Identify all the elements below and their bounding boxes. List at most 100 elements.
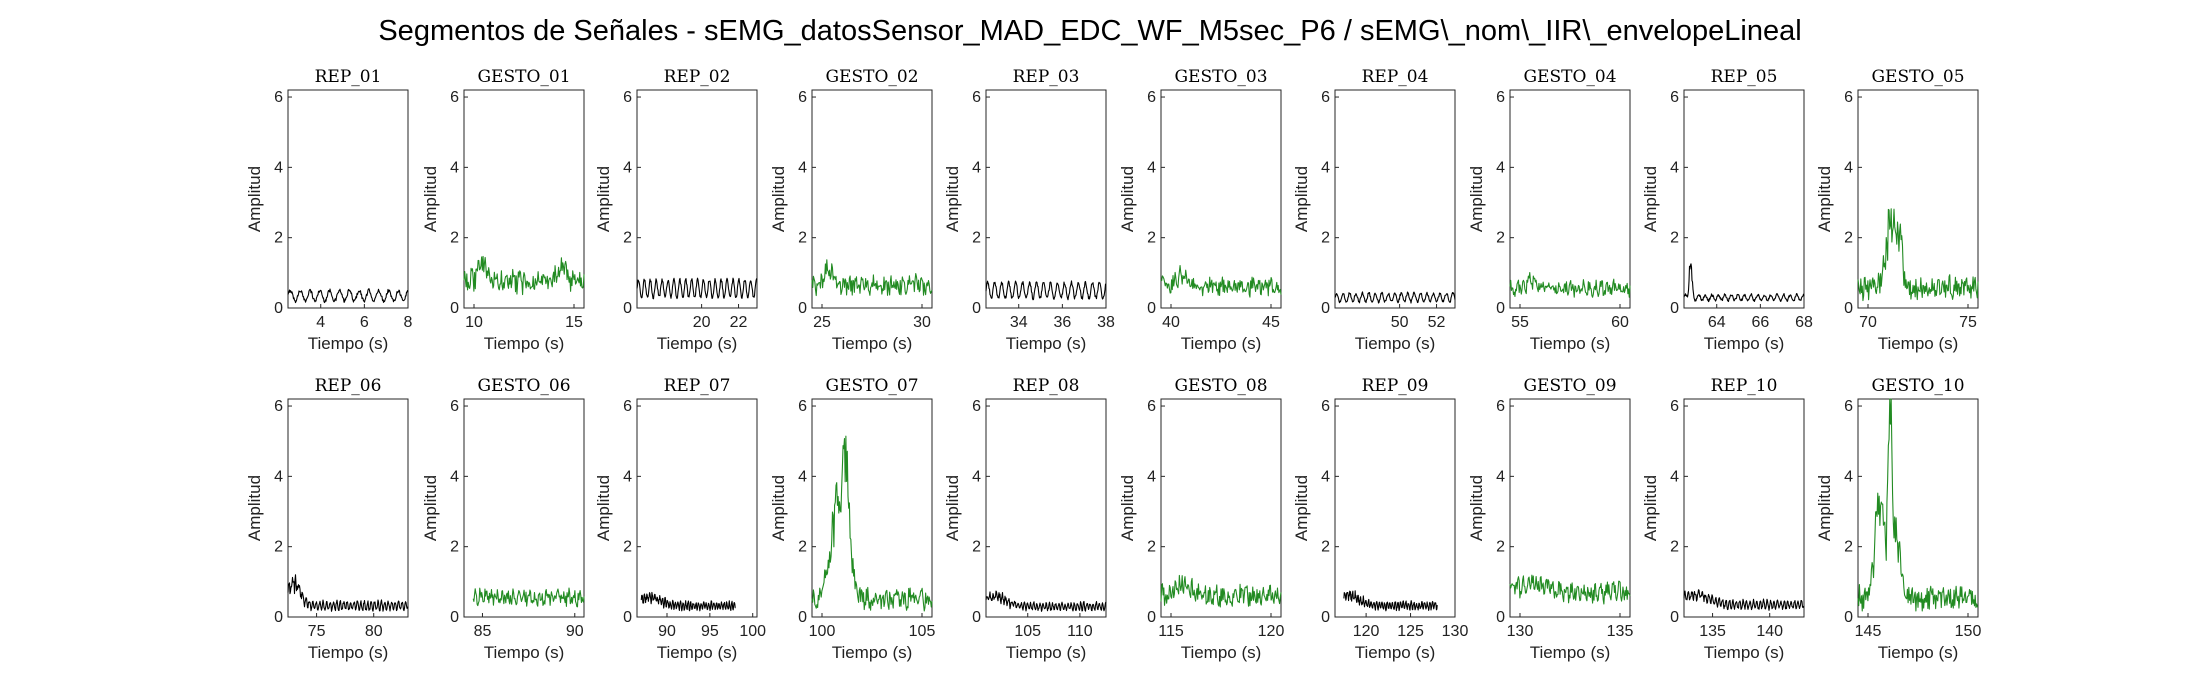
x-tick-label: 25 (813, 314, 831, 331)
y-tick-label: 6 (274, 89, 283, 106)
y-tick-label: 4 (450, 159, 459, 176)
y-tick-label: 0 (972, 609, 981, 626)
x-tick-label: 75 (308, 623, 326, 640)
y-axis-label: Amplitud (1641, 475, 1660, 541)
x-tick-label: 100 (809, 623, 836, 640)
y-tick-label: 2 (1147, 230, 1156, 247)
y-tick-label: 2 (1147, 539, 1156, 556)
series-line-rep (287, 574, 409, 612)
y-tick-label: 6 (450, 398, 459, 415)
x-tick-label: 125 (1397, 623, 1424, 640)
x-tick-label: 130 (1507, 623, 1534, 640)
y-axis-label: Amplitud (1118, 166, 1137, 232)
subplot-title: GESTO_01 (477, 67, 570, 87)
y-axis-label: Amplitud (1815, 166, 1834, 232)
y-tick-label: 2 (274, 539, 283, 556)
subplot-title: GESTO_02 (825, 67, 918, 87)
axes-box (287, 89, 409, 309)
x-tick-label: 20 (693, 314, 711, 331)
subplot-title: GESTO_08 (1174, 376, 1267, 396)
subplot-title: REP_01 (315, 67, 382, 87)
y-tick-label: 4 (1321, 468, 1330, 485)
subplot-title: GESTO_07 (825, 376, 918, 396)
axes-box (1334, 398, 1456, 618)
series-line-gesto (1509, 272, 1631, 298)
subplot-title: REP_10 (1711, 376, 1778, 396)
x-tick-label: 80 (365, 623, 383, 640)
y-tick-label: 2 (1321, 230, 1330, 247)
y-axis-label: Amplitud (594, 166, 613, 232)
y-tick-label: 4 (1844, 159, 1853, 176)
subplot-title: GESTO_03 (1174, 67, 1267, 87)
x-axis-label: Tiempo (s) (1181, 334, 1262, 353)
y-tick-label: 0 (1321, 300, 1330, 317)
y-tick-label: 4 (1496, 159, 1505, 176)
y-tick-label: 0 (1496, 609, 1505, 626)
y-tick-label: 6 (972, 89, 981, 106)
series-line-rep (1334, 291, 1456, 304)
subplot-title: REP_07 (664, 376, 731, 396)
figure-suptitle: Segmentos de Señales - sEMG_datosSensor_… (378, 15, 1801, 47)
y-tick-label: 6 (1496, 89, 1505, 106)
y-tick-label: 4 (450, 468, 459, 485)
y-tick-label: 2 (450, 230, 459, 247)
axes-box (1857, 398, 1979, 618)
x-axis-label: Tiempo (s) (1878, 334, 1959, 353)
subplot-title: REP_08 (1013, 376, 1080, 396)
series-line-rep (985, 280, 1107, 301)
axes-box (463, 398, 585, 618)
x-axis-label: Tiempo (s) (308, 334, 389, 353)
axes-box (811, 89, 933, 309)
y-tick-label: 2 (972, 539, 981, 556)
x-tick-label: 120 (1353, 623, 1380, 640)
x-tick-label: 75 (1959, 314, 1977, 331)
x-axis-label: Tiempo (s) (657, 334, 738, 353)
y-tick-label: 0 (1670, 609, 1679, 626)
y-tick-label: 4 (798, 468, 807, 485)
x-tick-label: 68 (1795, 314, 1813, 331)
x-tick-label: 60 (1611, 314, 1629, 331)
x-tick-label: 50 (1391, 314, 1409, 331)
y-tick-label: 2 (1496, 230, 1505, 247)
y-tick-label: 6 (623, 398, 632, 415)
series-line-rep (985, 590, 1107, 612)
y-tick-label: 2 (1670, 539, 1679, 556)
y-tick-label: 6 (798, 398, 807, 415)
y-axis-label: Amplitud (594, 475, 613, 541)
y-tick-label: 4 (1321, 159, 1330, 176)
x-tick-label: 115 (1158, 623, 1184, 640)
x-tick-label: 55 (1511, 314, 1529, 331)
y-tick-label: 6 (1147, 89, 1156, 106)
y-tick-label: 2 (1670, 230, 1679, 247)
axes-box (287, 398, 409, 618)
x-tick-label: 150 (1955, 623, 1982, 640)
series-line-gesto (1509, 574, 1631, 605)
x-axis-label: Tiempo (s) (1355, 643, 1436, 662)
x-axis-label: Tiempo (s) (1704, 643, 1785, 662)
y-tick-label: 2 (1844, 539, 1853, 556)
axes-box (985, 398, 1107, 618)
series-line-rep (636, 277, 758, 300)
series-line-gesto (1160, 265, 1282, 298)
y-tick-label: 4 (1844, 468, 1853, 485)
x-tick-label: 22 (730, 314, 748, 331)
y-tick-label: 6 (1321, 398, 1330, 415)
subplot-gesto-08: GESTO_08 0 2 4 6 115 120 Tiempo (s) Amplitud (1118, 376, 1284, 662)
y-tick-label: 0 (1147, 300, 1156, 317)
y-tick-label: 6 (798, 89, 807, 106)
x-tick-label: 135 (1607, 623, 1634, 640)
y-tick-label: 6 (1670, 89, 1679, 106)
axes-box (1857, 89, 1979, 309)
y-tick-label: 0 (274, 609, 283, 626)
y-axis-label: Amplitud (421, 475, 440, 541)
x-axis-label: Tiempo (s) (484, 643, 565, 662)
y-tick-label: 0 (798, 300, 807, 317)
x-tick-label: 8 (404, 314, 413, 331)
series-line-rep (287, 288, 409, 304)
subplot-rep-01: REP_01 0 2 4 6 4 6 8 Tiempo (s) Amplitud (245, 67, 413, 353)
series-line-gesto (1857, 208, 1979, 302)
subplot-gesto-07: GESTO_07 0 2 4 6 100 105 Tiempo (s) Amplitud (769, 376, 935, 662)
y-tick-label: 2 (274, 230, 283, 247)
x-axis-label: Tiempo (s) (308, 643, 389, 662)
